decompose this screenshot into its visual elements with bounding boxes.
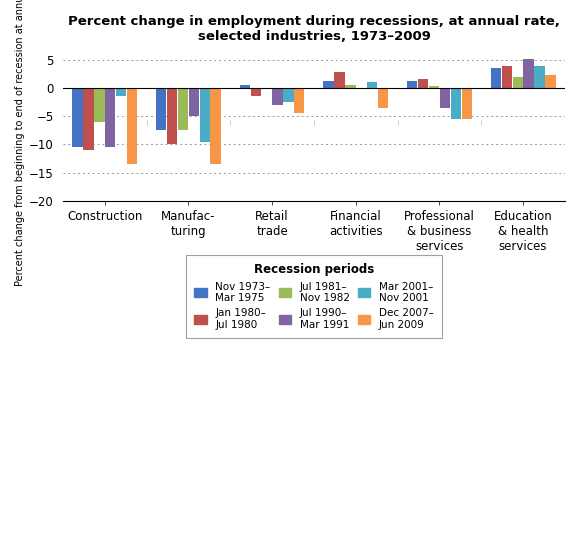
Y-axis label: Percent change from beginning to end of recession at annual rate: Percent change from beginning to end of … <box>15 0 25 286</box>
Legend: Nov 1973–
Mar 1975, Jan 1980–
Jul 1980, Jul 1981–
Nov 1982, Jul 1990–
Mar 1991, : Nov 1973– Mar 1975, Jan 1980– Jul 1980, … <box>186 255 442 338</box>
Bar <box>211 88 221 164</box>
Bar <box>105 88 115 147</box>
Bar <box>523 58 534 88</box>
Bar <box>94 88 104 122</box>
Bar <box>200 88 210 141</box>
Bar <box>345 85 356 88</box>
Bar <box>407 80 418 88</box>
Bar <box>502 67 512 88</box>
Bar <box>491 68 501 88</box>
Bar <box>324 81 334 88</box>
Bar <box>418 79 429 88</box>
Bar <box>178 88 188 130</box>
Bar <box>367 82 378 88</box>
Bar <box>116 88 126 96</box>
Bar <box>156 88 166 130</box>
Bar <box>545 75 556 88</box>
Bar <box>294 88 304 113</box>
Bar <box>513 76 523 88</box>
Title: Percent change in employment during recessions, at annual rate,
selected industr: Percent change in employment during rece… <box>68 15 560 43</box>
Bar <box>84 88 93 150</box>
Bar <box>378 88 388 108</box>
Bar <box>262 88 272 89</box>
Bar <box>356 88 367 89</box>
Bar <box>283 88 293 102</box>
Bar <box>127 88 137 164</box>
Bar <box>534 66 545 88</box>
Bar <box>251 88 261 96</box>
Bar <box>462 88 472 119</box>
Bar <box>451 88 461 119</box>
Bar <box>273 88 282 105</box>
Bar <box>188 88 199 116</box>
Bar <box>240 85 250 88</box>
Bar <box>72 88 83 147</box>
Bar <box>167 88 177 145</box>
Bar <box>429 86 439 88</box>
Bar <box>440 88 450 108</box>
Bar <box>334 72 345 88</box>
